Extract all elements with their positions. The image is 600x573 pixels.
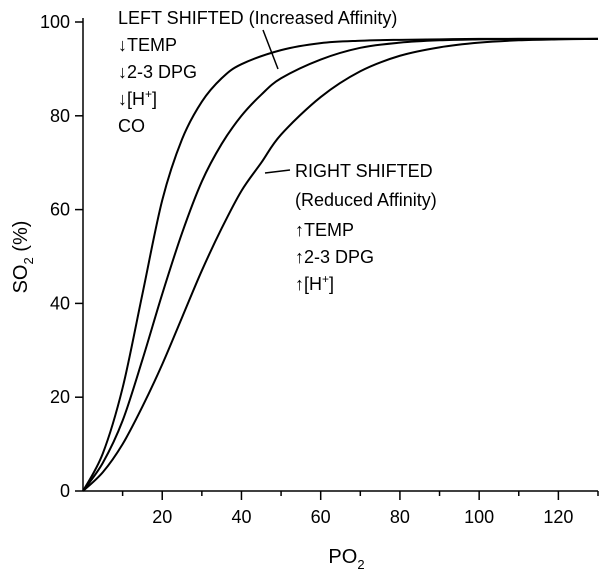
x-tick-label-20: 20: [152, 507, 172, 527]
y-tick-label-40: 40: [50, 293, 70, 313]
x-tick-label-60: 60: [311, 507, 331, 527]
y-tick-label-60: 60: [50, 200, 70, 220]
x-axis-title: PO2: [328, 546, 364, 572]
y-tick-label-80: 80: [50, 106, 70, 126]
x-tick-label-40: 40: [231, 507, 251, 527]
left-shift-line-4: CO: [118, 116, 145, 136]
right-shift-title: RIGHT SHIFTED: [295, 161, 433, 181]
curve-3: [82, 37, 599, 492]
left-shift-line-3: ↓[H+]: [118, 87, 157, 109]
right-shift-leader: [264, 169, 291, 174]
right-shift-line-2: ↑2-3 DPG: [295, 247, 374, 267]
y-axis-title: SO2 (%): [10, 221, 36, 294]
curves: [82, 37, 599, 492]
right-shift-subtitle: (Reduced Affinity): [295, 190, 437, 210]
x-tick-label-100: 100: [464, 507, 494, 527]
right-shift-line-1: ↑TEMP: [295, 220, 354, 240]
y-tick-label-100: 100: [40, 12, 70, 32]
curve-2: [82, 37, 598, 492]
left-shift-title: LEFT SHIFTED (Increased Affinity): [118, 8, 397, 28]
y-tick-label-0: 0: [60, 481, 70, 501]
labels: PO2 SO2 (%) LEFT SHIFTED (Increased Affini…: [10, 8, 437, 572]
left-shift-line-1: ↓TEMP: [118, 35, 177, 55]
right-shift-line-3: ↑[H+]: [295, 272, 334, 294]
y-tick-label-20: 20: [50, 387, 70, 407]
ticks: 0 20 40 60 80 100 20 40 60 80 100 120: [40, 12, 599, 527]
left-shift-leader: [262, 29, 279, 70]
x-tick-label-80: 80: [390, 507, 410, 527]
x-tick-label-120: 120: [543, 507, 573, 527]
axes: [82, 18, 598, 492]
left-shift-line-2: ↓2-3 DPG: [118, 62, 197, 82]
